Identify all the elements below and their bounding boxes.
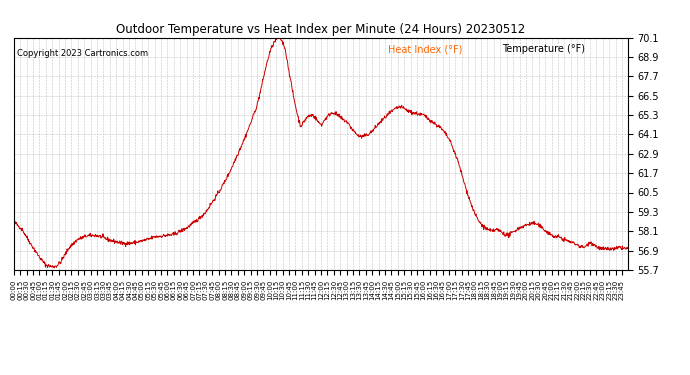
Title: Outdoor Temperature vs Heat Index per Minute (24 Hours) 20230512: Outdoor Temperature vs Heat Index per Mi…: [116, 23, 526, 36]
Text: Heat Index (°F): Heat Index (°F): [388, 45, 463, 54]
Text: Copyright 2023 Cartronics.com: Copyright 2023 Cartronics.com: [17, 49, 148, 58]
Text: Temperature (°F): Temperature (°F): [502, 45, 585, 54]
